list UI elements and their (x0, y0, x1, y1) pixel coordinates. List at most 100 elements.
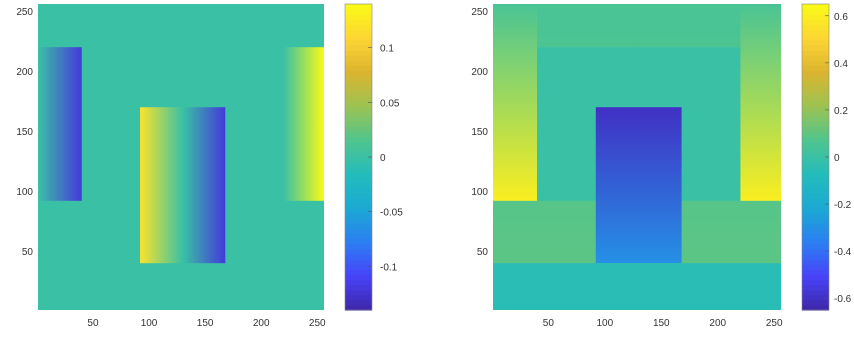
left-colorbar-tick-label: 0.05 (380, 98, 400, 109)
colorbar-segment (802, 4, 829, 10)
left-y-tick-label: 200 (16, 67, 33, 78)
right-y-tick-label: 100 (471, 187, 488, 198)
colorbar-segment (345, 197, 372, 204)
colorbar-segment (345, 192, 372, 199)
right-y-tick-label: 200 (471, 67, 488, 78)
colorbar-segment (802, 202, 829, 209)
right-colorbar-tick-label: -0.2 (834, 200, 852, 211)
colorbar-segment (802, 85, 829, 92)
colorbar-segment (345, 29, 372, 36)
colorbar-segment (345, 75, 372, 82)
colorbar-segment (802, 284, 829, 291)
colorbar-segment (802, 167, 829, 173)
colorbar-segment (345, 70, 372, 76)
left-y-tick-label: 100 (16, 187, 33, 198)
colorbar-segment (802, 141, 829, 148)
left-y-tick-label: 150 (16, 127, 33, 138)
left-x-axis-ticks: 50 100 150 200 250 (87, 318, 326, 329)
colorbar-segment (802, 223, 829, 229)
colorbar-segment (345, 106, 372, 112)
heatmap-region (740, 4, 781, 201)
colorbar-segment (802, 49, 829, 56)
colorbar-segment (802, 162, 829, 168)
colorbar-segment (802, 121, 829, 127)
colorbar-segment (802, 238, 829, 245)
heatmap-region (140, 107, 183, 264)
left-y-axis-ticks: 50 100 150 200 250 (16, 7, 33, 258)
colorbar-segment (802, 157, 829, 163)
colorbar-segment (802, 80, 829, 87)
left-colorbar-tick-label: 0 (380, 153, 386, 164)
left-x-tick-label: 100 (141, 318, 158, 329)
colorbar-segment (802, 9, 829, 15)
right-colorbar-ticks: -0.6 -0.4 -0.2 0 0.2 0.4 0.6 (834, 12, 852, 305)
colorbar-segment (802, 131, 829, 138)
colorbar-segment (345, 95, 372, 102)
colorbar-segment (802, 55, 829, 61)
colorbar-segment (345, 65, 372, 71)
colorbar-segment (802, 100, 829, 107)
colorbar-segment (802, 39, 829, 46)
colorbar-segment (345, 187, 372, 194)
right-colorbar-tick-label: 0.6 (834, 12, 848, 23)
heatmap-region (493, 4, 538, 201)
colorbar-segment (345, 151, 372, 158)
colorbar-segment (345, 126, 372, 133)
colorbar-segment (802, 34, 829, 41)
colorbar-segment (802, 228, 829, 235)
colorbar-segment (802, 172, 829, 178)
colorbar-segment (345, 14, 372, 20)
colorbar-segment (345, 259, 372, 265)
colorbar-segment (345, 131, 372, 138)
colorbar-segment (345, 19, 372, 25)
left-colorbar (344, 3, 373, 311)
colorbar-segment (345, 39, 372, 46)
colorbar-segment (802, 90, 829, 97)
colorbar-segment (802, 248, 829, 255)
colorbar-segment (345, 274, 372, 280)
heatmap-region (38, 47, 82, 201)
right-x-tick-label: 150 (653, 318, 670, 329)
right-x-axis-ticks: 50 100 150 200 250 (543, 318, 783, 329)
colorbar-segment (345, 304, 372, 311)
colorbar-segment (345, 279, 372, 286)
right-y-tick-label: 150 (471, 127, 488, 138)
colorbar-segment (802, 60, 829, 66)
colorbar-segment (802, 187, 829, 194)
colorbar-segment (345, 4, 372, 10)
colorbar-segment (802, 136, 829, 143)
colorbar-segment (802, 253, 829, 260)
colorbar-segment (802, 65, 829, 71)
colorbar-segment (345, 85, 372, 92)
colorbar-segment (345, 100, 372, 107)
colorbar-segment (345, 9, 372, 15)
colorbar-segment (802, 233, 829, 240)
colorbar-segment (345, 162, 372, 168)
right-y-tick-label: 50 (477, 247, 489, 258)
right-colorbar (801, 3, 830, 311)
colorbar-segment (802, 213, 829, 219)
colorbar-segment (802, 208, 829, 214)
right-x-tick-label: 50 (543, 318, 555, 329)
right-y-axis-ticks: 50 100 150 200 250 (471, 7, 488, 258)
colorbar-segment (345, 218, 372, 224)
colorbar-segment (802, 116, 829, 122)
colorbar-segment (345, 299, 372, 306)
left-y-tick-label: 50 (22, 247, 34, 258)
colorbar-segment (802, 274, 829, 280)
colorbar-segment (345, 223, 372, 229)
colorbar-segment (345, 243, 372, 250)
colorbar-segment (802, 19, 829, 25)
colorbar-segment (345, 253, 372, 260)
colorbar-segment (802, 279, 829, 286)
colorbar-segment (802, 111, 829, 117)
colorbar-segment (802, 299, 829, 306)
heatmap-region (595, 107, 682, 264)
colorbar-segment (345, 49, 372, 56)
colorbar-segment (345, 228, 372, 235)
colorbar-segment (345, 136, 372, 143)
right-colorbar-tick-label: -0.6 (834, 294, 852, 305)
colorbar-segment (345, 289, 372, 296)
colorbar-segment (802, 294, 829, 301)
